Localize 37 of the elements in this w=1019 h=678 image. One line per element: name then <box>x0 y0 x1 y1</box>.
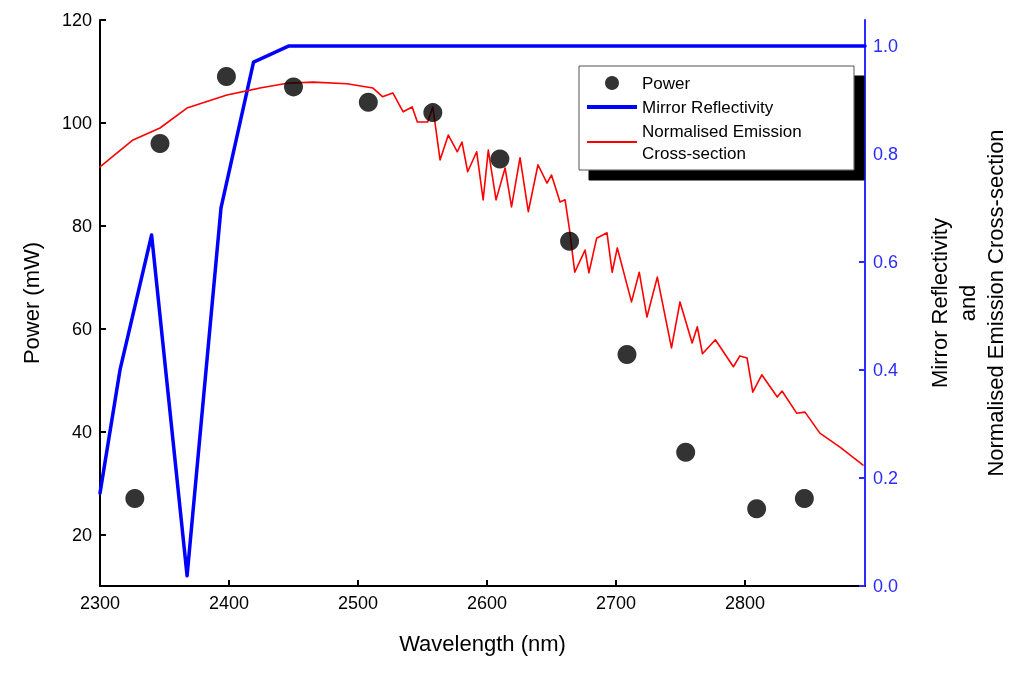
x-axis-title: Wavelength (nm) <box>399 630 566 656</box>
legend-label: Mirror Reflectivity <box>642 97 774 117</box>
legend-label: Normalised Emission Cross-section <box>642 121 807 163</box>
y2-tick-label: 0.2 <box>873 467 899 488</box>
point <box>216 67 236 87</box>
x-tick-label: 2400 <box>208 593 250 613</box>
line-series <box>98 44 867 578</box>
y-tick-label: 80 <box>71 215 92 236</box>
point <box>423 103 443 123</box>
point <box>150 134 170 153</box>
y-tick-label: 20 <box>71 524 92 545</box>
point <box>747 499 767 519</box>
legend-label: Power <box>642 73 691 93</box>
point <box>284 77 304 97</box>
y-axis-title: Power (mW) <box>18 241 44 365</box>
y2-tick-label: 0.0 <box>873 576 899 596</box>
x-tick-label: 2600 <box>466 593 508 613</box>
y2-tick-label: 0.4 <box>873 359 899 380</box>
y2-tick-label: 1.0 <box>873 35 899 56</box>
y-tick-label: 40 <box>71 421 92 442</box>
y2-tick-label: 0.8 <box>873 143 899 164</box>
x-tick-label: 2300 <box>79 593 121 613</box>
point <box>617 344 637 364</box>
x-tick-label: 2800 <box>725 593 766 613</box>
x-tick-label: 2700 <box>596 593 637 613</box>
x-tick-label: 2500 <box>337 593 379 613</box>
y-tick-label: 60 <box>71 318 92 339</box>
point <box>490 149 510 169</box>
point <box>560 231 580 251</box>
y2-axis-title: Mirror Reflectivity and Normalised Emission Cross-section <box>926 129 1008 477</box>
point <box>676 442 696 462</box>
point <box>358 92 378 112</box>
point <box>125 489 145 509</box>
point <box>794 489 814 509</box>
y-tick-label: 100 <box>61 112 92 133</box>
y2-tick-label: 0.6 <box>873 251 899 272</box>
y-tick-label: 120 <box>61 10 92 30</box>
